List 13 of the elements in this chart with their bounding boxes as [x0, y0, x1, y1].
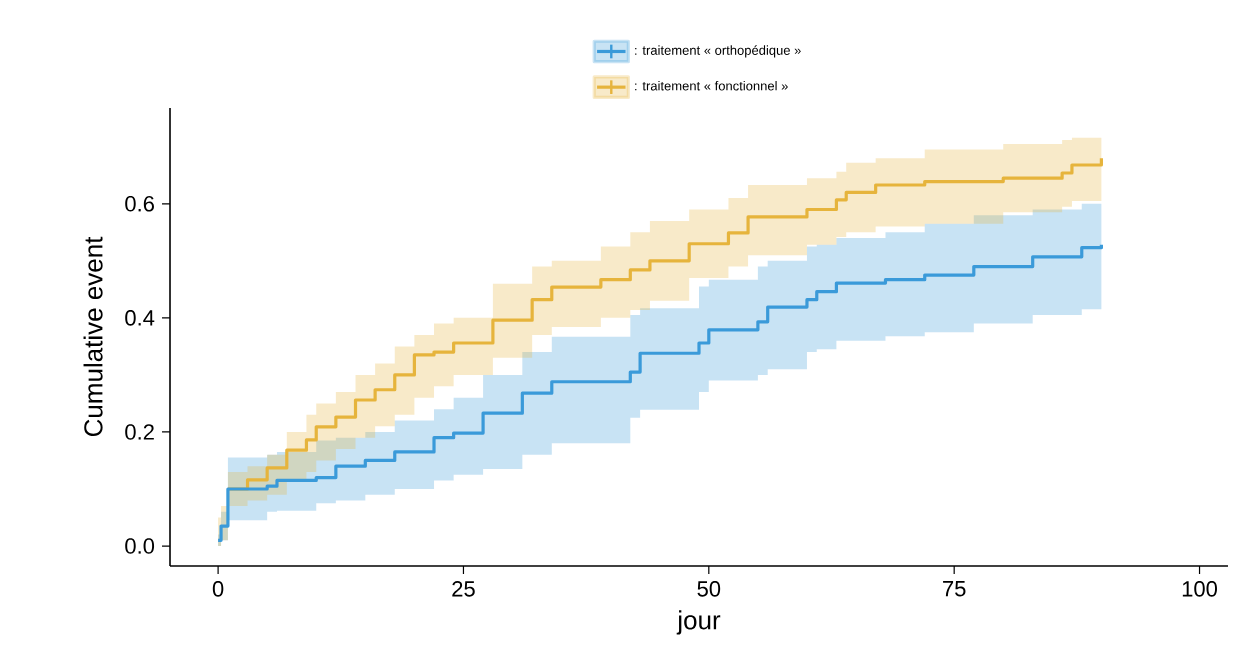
- y-tick-label: 0.4: [125, 310, 155, 326]
- x-tick-label: 100: [1182, 581, 1217, 597]
- y-axis-title: Cumulative event: [83, 236, 103, 437]
- x-tick-label: 25: [452, 581, 475, 597]
- x-tick-label: 50: [697, 581, 721, 597]
- x-tick-label: 0: [212, 581, 224, 597]
- y-tick-label: 0.0: [125, 538, 155, 554]
- y-tick-label: 0.6: [125, 196, 154, 212]
- legend-label: : traitement « fonctionnel »: [635, 80, 788, 91]
- x-axis-title: jour: [676, 610, 721, 635]
- x-tick-label: 75: [943, 581, 966, 597]
- legend-label: : traitement « orthopédique »: [635, 45, 801, 58]
- y-tick-label: 0.2: [125, 424, 154, 440]
